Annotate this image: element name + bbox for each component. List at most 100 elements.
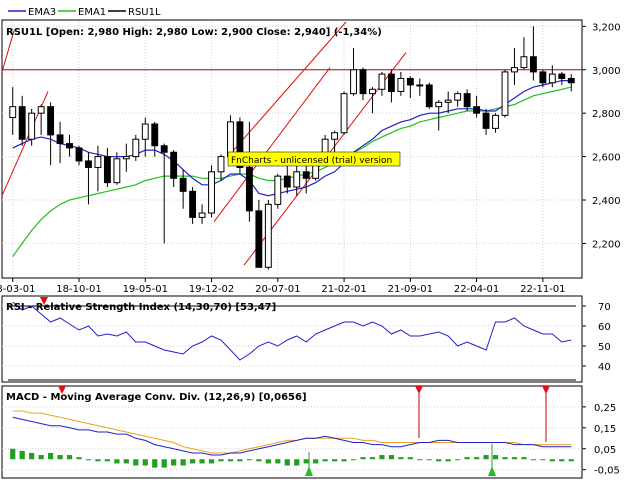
candle-body [85,160,92,168]
macd-histogram-bar [511,457,518,460]
candle-body [293,171,301,188]
macd-histogram-bar [161,459,167,468]
candle-body [369,88,376,95]
x-tick-label: 18-03-01 [0,284,35,295]
x-axis-ticks: 18-03-01 18-10-01 19-05-01 19-12-02 20-07-01… [0,278,566,295]
macd-histogram-bar [417,459,423,461]
macd-tick-label: 0,15 [594,424,616,435]
macd-histogram-bar [57,455,63,460]
macd-histogram-bar [464,457,470,460]
macd-histogram-bar [473,457,480,460]
candle-body [492,114,499,129]
candle-body [28,112,36,140]
macd-histogram-bar [294,459,300,466]
price-tick-label: 2,400 [592,196,621,207]
candle-body [47,106,55,136]
macd-panel-frame [1,385,583,479]
macd-histogram-bar [104,459,111,462]
macd-histogram-bar [426,459,432,461]
macd-histogram-bar [568,459,574,462]
candle-body [558,73,566,79]
candle-body [18,106,26,140]
macd-histogram-bar [66,455,73,460]
candle-body [9,106,17,119]
candle-body [217,156,225,173]
price-trendline [213,67,331,223]
candle-body [435,101,443,108]
candle-body [227,121,234,158]
macd-histogram-bar [10,448,16,460]
macd-histogram-bar [246,459,253,461]
candle-body [331,132,339,140]
rsi-tick-label: 60 [598,322,611,333]
price-trendline [1,30,15,73]
price-y-ticks: 2,200 2,400 2,600 2,800 3,000 3,200 [582,22,621,250]
macd-histogram-bar [29,452,35,460]
candle-body [132,138,140,158]
macd-sell-marker [415,386,423,394]
price-tick-label: 2,600 [592,153,621,164]
svg-text:FnCharts - unlicensed (trial): FnCharts - unlicensed (trial) version [231,156,392,166]
candle-body [141,123,149,140]
candle-body [94,156,102,168]
macd-sell-marker [542,386,550,394]
candle-body [151,123,159,147]
candle-body [66,143,73,149]
rsi-y-ticks: 40 50 60 70 [582,302,611,373]
macd-line [12,416,572,456]
macd-buy-marker [305,466,313,476]
macd-tick-label: 0,05 [594,445,616,456]
legend: EMA3 EMA1 RSU1L [8,7,161,18]
candle-body [189,190,197,218]
macd-histogram-bar [133,459,139,466]
macd-histogram-bar [47,452,54,460]
candle-body [255,210,263,268]
macd-histogram-bar [85,459,92,461]
candle-body [75,147,83,162]
rsi-panel-frame [1,295,583,383]
rsi-tick-label: 70 [598,302,611,313]
candle-body [416,84,424,87]
legend-ema3-label: EMA3 [28,7,56,18]
candle-body [274,175,282,205]
x-tick-label: 22-11-01 [520,284,565,295]
macd-histogram-bar [76,457,82,460]
price-panel-title: RSU1L [Open: 2,980 High: 2,980 Low: 2,90… [6,27,382,38]
candle-body [482,112,490,129]
candle-body [444,99,452,103]
macd-histogram-bar [360,457,366,460]
candle-body [473,106,481,114]
candle-body [340,93,348,134]
macd-histogram-bar [114,459,120,464]
price-tick-label: 2,200 [592,239,621,250]
macd-histogram-bar [379,455,385,460]
candle-body [539,71,547,84]
rsi-signal-marker [40,297,48,305]
macd-histogram-bar [227,459,234,462]
macd-histogram-bar [502,457,508,460]
legend-ema1-label: EMA1 [78,7,106,18]
price-candles [9,26,575,270]
candle-body [264,203,272,268]
candle-body [378,73,386,90]
macd-histogram-bar [265,459,271,464]
macd-sell-marker [58,386,66,394]
x-tick-label: 21-09-01 [388,284,433,295]
macd-histogram-bar [303,459,309,464]
rsi-panel: RSI - Relative Strength Index (14,30,70)… [1,295,611,383]
candle-body [520,56,528,69]
candle-body [501,71,509,116]
candle-body [359,69,367,95]
macd-histogram-bar [445,459,451,462]
macd-histogram-bar [152,459,158,468]
x-tick-label: 19-12-02 [189,284,234,295]
candle-body [511,67,518,73]
price-tick-label: 3,200 [592,22,621,33]
rsi-lines [8,297,576,381]
candle-body [170,151,178,179]
macd-buy-marker [488,466,496,476]
rsi-tick-label: 40 [598,362,611,373]
macd-histogram-bar [341,459,347,462]
candle-body [208,171,215,214]
